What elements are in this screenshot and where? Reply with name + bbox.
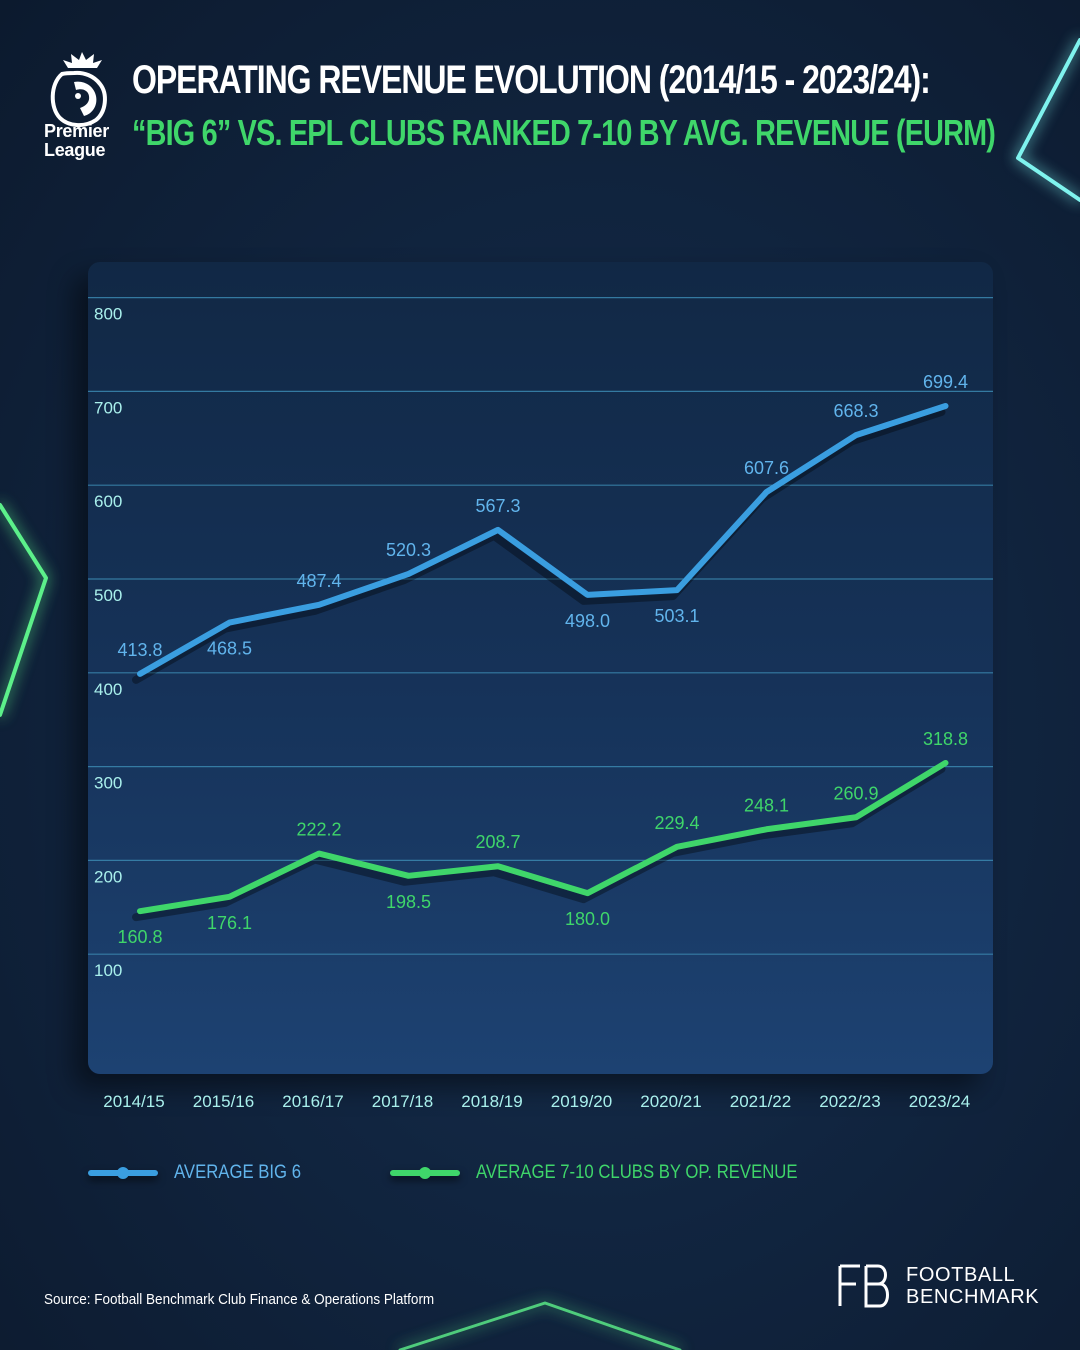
- y-tick-label: 800: [94, 305, 122, 324]
- x-tick-label: 2016/17: [282, 1092, 343, 1111]
- data-label: 229.4: [654, 813, 699, 833]
- data-label: 487.4: [296, 571, 341, 591]
- data-label: 503.1: [654, 606, 699, 626]
- data-label: 180.0: [565, 909, 610, 929]
- y-tick-label: 400: [94, 680, 122, 699]
- chart-title: OPERATING REVENUE EVOLUTION (2014/15 - 2…: [132, 58, 931, 102]
- data-label: 567.3: [475, 496, 520, 516]
- legend-marker-big6: [117, 1167, 129, 1179]
- y-tick-label: 500: [94, 586, 122, 605]
- x-tick-label: 2017/18: [372, 1092, 433, 1111]
- data-label: 520.3: [386, 540, 431, 560]
- football-benchmark-logo-mark: [838, 1264, 889, 1308]
- source-note: Source: Football Benchmark Club Finance …: [44, 1291, 435, 1308]
- series-shadow: [132, 764, 946, 922]
- data-label: 607.6: [744, 458, 789, 478]
- y-tick-label: 300: [94, 774, 122, 793]
- premier-league-wordmark: Premier League: [44, 122, 109, 160]
- data-label: 498.0: [565, 611, 610, 631]
- legend-marker-clubs-7-10: [419, 1167, 431, 1179]
- brand-line1: FOOTBALL: [906, 1264, 1016, 1286]
- data-label: 413.8: [117, 640, 162, 660]
- x-tick-label: 2021/22: [730, 1092, 791, 1111]
- y-tick-label: 600: [94, 492, 122, 511]
- logo-line1: Premier: [44, 121, 109, 141]
- legend-label-big6: AVERAGE BIG 6: [174, 1162, 301, 1183]
- data-label: 260.9: [833, 783, 878, 803]
- data-label: 248.1: [744, 795, 789, 815]
- y-tick-label: 100: [94, 961, 122, 980]
- legend-line-big6: [88, 1167, 158, 1179]
- series-line-big6: [137, 402, 949, 677]
- data-label: 222.2: [296, 820, 341, 840]
- legend-line-clubs-7-10: [390, 1167, 460, 1179]
- data-label: 468.5: [207, 639, 252, 659]
- brand-line2: BENCHMARK: [906, 1286, 1040, 1308]
- series-shadow: [132, 407, 946, 684]
- x-tick-label: 2023/24: [909, 1092, 970, 1111]
- x-tick-label: 2022/23: [819, 1092, 880, 1111]
- data-label: 160.8: [117, 927, 162, 947]
- chart-subtitle: “BIG 6” VS. EPL CLUBS RANKED 7-10 BY AVG…: [132, 112, 996, 153]
- logo-line2: League: [44, 140, 106, 160]
- x-tick-label: 2019/20: [551, 1092, 612, 1111]
- data-label: 198.5: [386, 892, 431, 912]
- premier-league-logo: [50, 52, 107, 127]
- data-label: 318.8: [923, 729, 968, 749]
- legend-label-clubs-7-10: AVERAGE 7-10 CLUBS BY OP. REVENUE: [476, 1162, 798, 1183]
- x-tick-label: 2014/15: [103, 1092, 164, 1111]
- x-tick-label: 2020/21: [640, 1092, 701, 1111]
- legend-item-big6: AVERAGE BIG 6: [88, 1160, 318, 1186]
- legend-item-clubs-7-10: AVERAGE 7-10 CLUBS BY OP. REVENUE: [390, 1160, 841, 1186]
- x-tick-label: 2018/19: [461, 1092, 522, 1111]
- series-line-clubs-7-10: [137, 759, 949, 915]
- data-label: 208.7: [475, 832, 520, 852]
- data-label: 176.1: [207, 913, 252, 933]
- x-tick-label: 2015/16: [193, 1092, 254, 1111]
- y-tick-label: 200: [94, 867, 122, 886]
- data-label: 668.3: [833, 401, 878, 421]
- y-tick-label: 700: [94, 398, 122, 417]
- chart-panel: [88, 262, 993, 1074]
- data-label: 699.4: [923, 372, 968, 392]
- football-benchmark-wordmark: FOOTBALL BENCHMARK: [906, 1264, 1039, 1308]
